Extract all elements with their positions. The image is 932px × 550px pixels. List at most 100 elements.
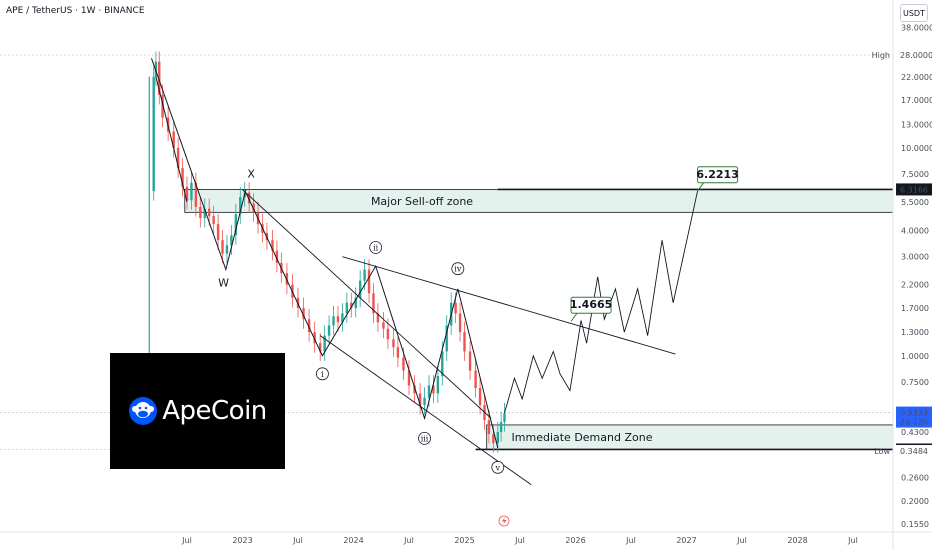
candle-body <box>327 325 331 336</box>
time-tick: 2024 <box>343 536 363 545</box>
time-tick: Jul <box>736 536 747 545</box>
candle-body <box>302 307 305 320</box>
candle-body <box>234 214 238 236</box>
time-tick: Jul <box>403 536 414 545</box>
candle-body <box>203 208 206 219</box>
candle-body <box>376 313 380 323</box>
time-tick: Jul <box>514 536 525 545</box>
wave-label-ii-circle <box>369 241 383 254</box>
price-tick: 4.0000 <box>901 227 929 236</box>
candle-body <box>194 182 198 207</box>
candle-body <box>474 370 477 389</box>
candle-body <box>212 216 215 225</box>
low-price: 0.3484 <box>900 447 928 456</box>
time-tick: 2028 <box>787 536 807 545</box>
target-1-box <box>570 296 612 314</box>
candle-body <box>221 240 224 254</box>
candle-body <box>350 302 353 308</box>
zone-rect <box>184 189 894 213</box>
target-2-box <box>697 166 739 184</box>
flash-glyph-icon <box>502 517 507 525</box>
candle-body <box>372 293 375 314</box>
ape-head-icon <box>129 397 158 425</box>
wave-label-iii-circle <box>418 431 431 445</box>
current-price: 0.5333 <box>900 409 928 418</box>
candle-body <box>402 357 405 371</box>
candle-body <box>161 94 164 118</box>
wave-label-x: X <box>247 168 255 181</box>
candle-body <box>190 182 193 201</box>
price-tick: 0.2600 <box>901 473 929 482</box>
candle-body <box>307 319 311 333</box>
candle-body <box>413 385 416 394</box>
candle-body <box>239 197 242 215</box>
wave-label-v-circle <box>491 460 505 474</box>
candle-body <box>230 235 233 246</box>
symbol-title: APE / TetherUS · 1W · BINANCE <box>6 6 145 16</box>
time-tick: 2025 <box>454 536 474 545</box>
price-tick: 1.7000 <box>901 304 929 313</box>
time-tick: Jul <box>292 536 303 545</box>
candle-body <box>423 397 426 405</box>
projection-path <box>504 190 699 414</box>
candle-body <box>396 347 400 358</box>
current-price-bg <box>896 406 932 428</box>
wave-label-w: W <box>218 277 229 290</box>
target-1: 1.4665 <box>570 296 612 322</box>
candle-body <box>386 328 390 340</box>
candle-body <box>271 240 274 251</box>
candle-body <box>492 434 495 444</box>
wedge-lower-line <box>319 335 532 486</box>
wave-label-iv-circle <box>451 262 465 276</box>
target-2-text: 6.2213 <box>696 168 738 181</box>
wave-label-v: v <box>495 463 501 472</box>
candle-body <box>458 313 462 333</box>
target-2: 6.2213 <box>696 166 739 192</box>
candle-body <box>354 297 357 308</box>
price-tick: 0.2000 <box>901 497 929 506</box>
candle-body <box>208 208 211 217</box>
candle-body <box>454 302 457 314</box>
candle-body <box>158 61 161 95</box>
wedge-upper-line <box>242 189 492 419</box>
wave-label-i-circle <box>316 367 329 381</box>
candle-body <box>499 422 503 433</box>
candle-body <box>199 206 202 219</box>
candle-body <box>432 385 435 394</box>
high-price-bg <box>896 49 932 61</box>
currency-button[interactable]: USDT <box>900 4 928 22</box>
candle-body <box>363 269 366 281</box>
target-1-text: 1.4665 <box>570 298 612 311</box>
candle-body <box>345 302 349 314</box>
candle-body <box>225 245 229 254</box>
candle-body <box>172 131 175 148</box>
candle-body <box>487 420 491 435</box>
wave-label-ii: ii <box>373 243 379 252</box>
candle-body <box>392 339 395 348</box>
candle-body <box>427 385 431 398</box>
price-tick: 22.0000 <box>901 73 932 82</box>
wave-label-iii: iii <box>421 434 429 443</box>
candle-body <box>418 393 422 405</box>
low-label: Low <box>874 447 890 456</box>
elliott-wave-path <box>245 192 499 449</box>
candle-body <box>341 313 344 323</box>
candle-body <box>313 332 316 344</box>
candle-body <box>503 413 506 423</box>
price-tick: 1.3000 <box>901 328 929 337</box>
current-price-countdown: 2d 12h <box>900 418 928 427</box>
price-tick: 2.2000 <box>901 281 929 290</box>
candle-body <box>436 375 440 394</box>
time-tick: 2023 <box>232 536 252 545</box>
wave-label-iv: iv <box>454 265 462 274</box>
price-tick: 7.5000 <box>901 170 929 179</box>
zone-top-price-bg <box>896 183 932 196</box>
candle-body <box>332 316 335 326</box>
time-tick: Jul <box>625 536 636 545</box>
candle-body <box>468 351 472 371</box>
zone-rect <box>486 424 894 450</box>
price-tick: 1.0000 <box>901 352 929 361</box>
candle-body <box>336 316 340 323</box>
